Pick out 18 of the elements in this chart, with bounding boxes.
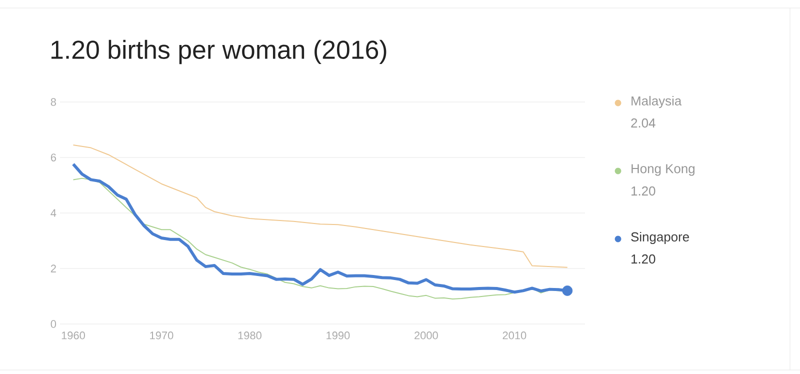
chart-title: 1.20 births per woman (2016) <box>51 40 386 64</box>
y-tick-label: 2 <box>50 264 56 272</box>
legend-label: Hong Kong <box>632 164 694 176</box>
x-tick-label: 1980 <box>238 332 262 340</box>
x-tick-label: 2000 <box>414 332 438 340</box>
legend-label: Singapore <box>631 232 689 244</box>
x-tick-label: 1970 <box>150 332 174 340</box>
legend-label: Malaysia <box>632 96 682 108</box>
x-tick-label: 1990 <box>326 332 350 340</box>
y-tick-label: 8 <box>50 98 56 106</box>
y-tick-label: 6 <box>50 154 56 162</box>
text: 2.04 <box>631 118 656 128</box>
y-tick-label: 4 <box>50 209 56 217</box>
x-tick-label: 1960 <box>62 332 85 340</box>
y-tick-label: 0 <box>50 320 56 328</box>
text: 1.20 <box>632 254 656 264</box>
text: 1.20 <box>632 186 656 196</box>
x-tick-label: 2010 <box>502 332 526 340</box>
